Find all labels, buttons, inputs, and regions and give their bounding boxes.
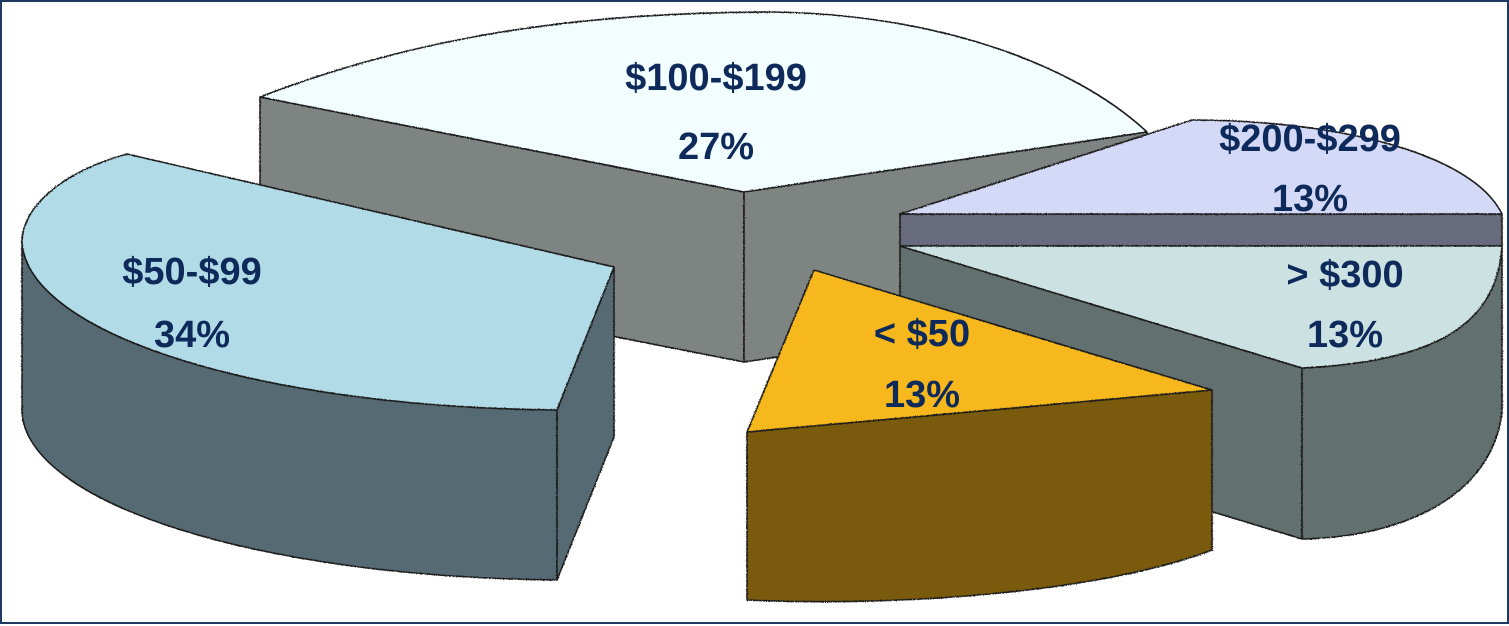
slice-top-under-50 bbox=[746, 269, 1213, 433]
slice-top-50-99 bbox=[21, 153, 615, 411]
slice-label-under-50: < $50 bbox=[874, 313, 970, 355]
slice-percent-over-300: 13% bbox=[1307, 314, 1383, 356]
slice-label-50-99: $50-$99 bbox=[122, 251, 261, 293]
slice-label-over-300: > $300 bbox=[1286, 254, 1403, 296]
slice-label-200-299: $200-$299 bbox=[1219, 118, 1401, 160]
slice-percent-under-50: 13% bbox=[884, 374, 960, 416]
slice-top-over-300 bbox=[899, 245, 1503, 369]
slice-side-under-50 bbox=[746, 389, 1213, 603]
slice-percent-200-299: 13% bbox=[1272, 178, 1348, 220]
slice-top-100-199 bbox=[259, 11, 1148, 193]
slice-percent-100-199: 27% bbox=[678, 126, 754, 168]
slice-label-100-199: $100-$199 bbox=[625, 57, 807, 99]
slice-top-200-299 bbox=[899, 119, 1503, 215]
slice-percent-50-99: 34% bbox=[154, 314, 230, 356]
slice-side-200-299 bbox=[899, 213, 1503, 247]
